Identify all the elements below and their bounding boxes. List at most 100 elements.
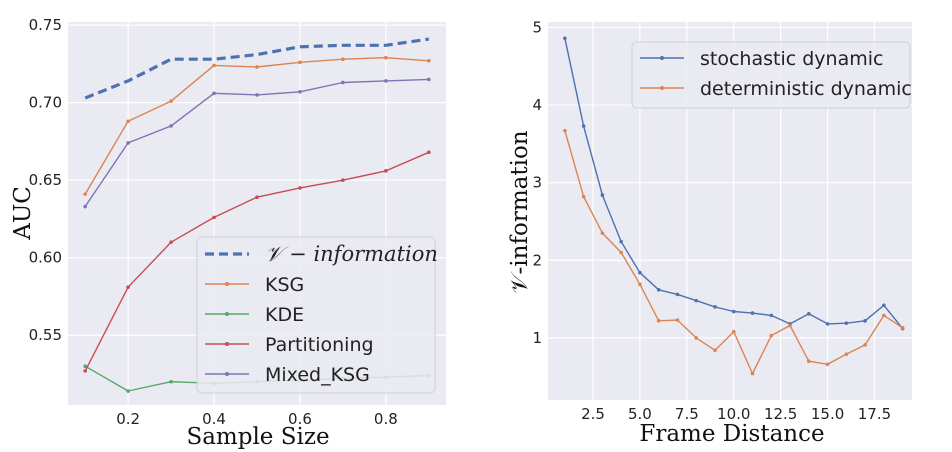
y-tick-label: 1	[532, 329, 542, 347]
data-point	[83, 369, 87, 373]
data-point	[212, 215, 216, 220]
data-point	[600, 231, 605, 235]
data-point	[169, 99, 173, 103]
data-point	[298, 186, 302, 190]
x-tick-label: 2.5	[581, 405, 605, 423]
legend-box-vinfo	[631, 41, 911, 109]
legend-box-auc	[196, 236, 436, 394]
data-point	[844, 352, 849, 357]
data-point	[675, 318, 680, 322]
y-tick-label: 5	[532, 18, 542, 36]
data-point	[619, 239, 623, 244]
data-point	[255, 65, 259, 69]
data-point	[83, 192, 87, 196]
x-tick-label: 17.5	[858, 405, 891, 423]
data-point	[750, 311, 755, 315]
y-tick-label: 0.55	[29, 326, 62, 344]
y-tick-label: 0.65	[29, 171, 62, 189]
data-point	[807, 359, 811, 363]
data-point	[341, 80, 345, 85]
data-point	[255, 195, 259, 200]
x-tick-label: 15.0	[811, 405, 844, 423]
data-point	[694, 298, 699, 303]
chart-vinfo: 2.5 5.0 7.5 10.0 12.5 15.0 17.5 1 2 3 4 5 Frame Di…	[507, 18, 912, 447]
y-tick-label: 4	[532, 96, 542, 114]
y-tick-label: 0.70	[29, 94, 62, 112]
y-tick-label: 2	[532, 251, 542, 269]
legend-auc: 𝒱 − information KSG KDE Partitioning Mixed_K…	[196, 236, 438, 394]
data-point	[126, 389, 130, 393]
data-point	[169, 379, 173, 384]
x-tick-label: 0.2	[116, 410, 140, 428]
x-tick-label: 7.5	[675, 405, 699, 423]
data-point	[427, 77, 431, 82]
data-point	[427, 58, 431, 63]
legend-label: Partitioning	[265, 334, 374, 356]
legend-marker	[660, 56, 664, 60]
x-tick-label: 0.6	[288, 410, 312, 428]
data-point	[581, 124, 586, 128]
x-tick-label: 12.5	[764, 405, 797, 423]
data-point	[788, 323, 792, 328]
data-point	[384, 79, 388, 83]
data-point	[882, 313, 886, 318]
data-point	[694, 336, 699, 340]
legend-marker	[225, 372, 229, 376]
x-tick-label: 10.0	[717, 405, 750, 423]
legend-label: KSG	[265, 274, 304, 296]
legend-marker	[225, 312, 229, 316]
data-point	[563, 128, 567, 133]
y-axis-label-auc: AUC	[10, 186, 36, 241]
data-point	[731, 309, 736, 314]
data-point	[713, 348, 717, 353]
x-axis-label-auc: Sample Size	[186, 424, 329, 450]
legend-vinfo: stochastic dynamic deterministic dynamic	[631, 41, 912, 109]
data-point	[341, 178, 345, 182]
data-point	[769, 333, 774, 338]
x-tick-label: 5.0	[628, 405, 652, 423]
data-point	[298, 89, 302, 94]
x-tick-label: 0.8	[374, 410, 398, 428]
chart-auc: 0.2 0.4 0.6 0.8 0.55 0.60 0.65 0.70 0.75 Sample…	[10, 16, 446, 450]
x-axis-label-vinfo: Frame Distance	[639, 421, 824, 447]
data-point	[581, 194, 586, 199]
data-point	[769, 313, 774, 318]
data-point	[900, 326, 905, 330]
legend-label: KDE	[265, 304, 304, 326]
data-point	[825, 322, 830, 326]
data-point	[212, 91, 216, 96]
data-point	[298, 60, 302, 65]
legend-marker	[225, 282, 229, 286]
data-point	[169, 240, 173, 244]
data-point	[807, 312, 811, 316]
data-point	[656, 319, 661, 323]
y-axis-label-vinfo: 𝒱-information	[507, 130, 533, 293]
data-point	[656, 287, 661, 292]
data-point	[863, 343, 867, 347]
legend-label: 𝒱 − information	[265, 242, 438, 266]
data-point	[255, 93, 259, 97]
y-tick-label: 0.60	[29, 249, 62, 267]
data-point	[83, 364, 87, 369]
data-point	[341, 57, 345, 62]
x-tick-label: 0.4	[202, 410, 226, 428]
y-tick-label: 3	[532, 174, 542, 192]
data-point	[427, 150, 431, 155]
data-point	[600, 193, 605, 197]
legend-marker	[660, 86, 664, 90]
legend-label: deterministic dynamic	[700, 78, 912, 100]
series-line-0	[84, 37, 430, 100]
data-point	[126, 141, 130, 145]
legend-label: Mixed_KSG	[265, 364, 370, 386]
data-point	[384, 55, 388, 60]
data-point	[169, 124, 173, 128]
data-point	[863, 319, 867, 323]
data-point	[126, 285, 130, 289]
data-point	[675, 292, 680, 297]
data-point	[619, 250, 623, 255]
legend-label: stochastic dynamic	[700, 48, 883, 70]
data-point	[83, 204, 87, 209]
data-point	[563, 36, 567, 41]
data-point	[212, 63, 216, 68]
data-point	[825, 362, 830, 367]
